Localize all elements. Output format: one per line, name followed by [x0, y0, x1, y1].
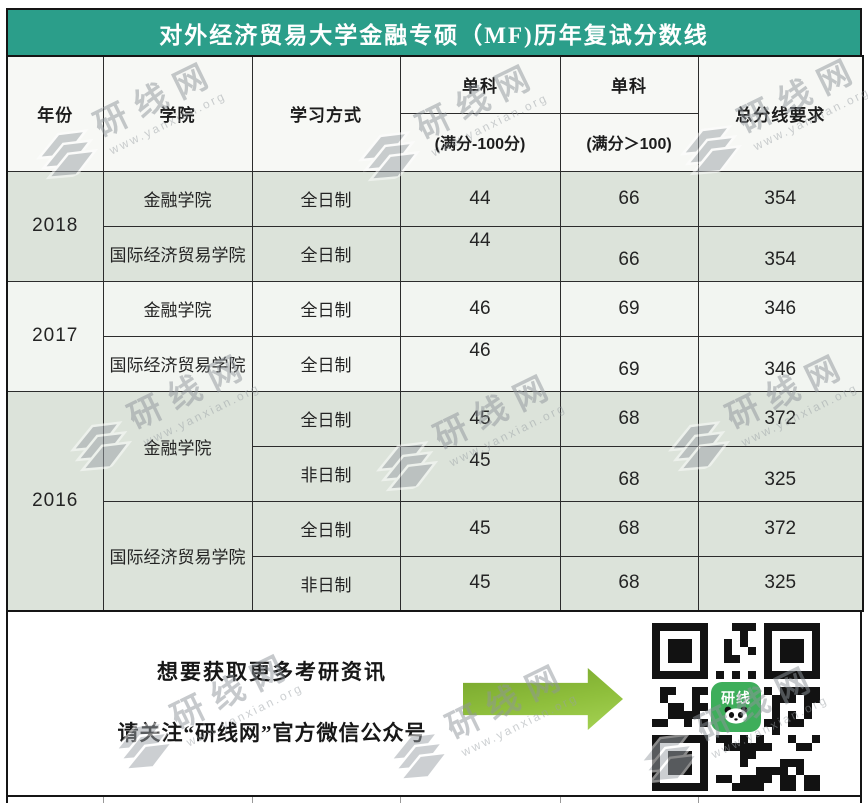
col-header-total-line: 总分线要求 [697, 55, 864, 172]
cell-score-100: 44 [399, 225, 561, 282]
cell-college: 国际经济贸易学院 [102, 335, 253, 392]
cell-score-100: 46 [399, 335, 561, 392]
cell-score-gt100: 66 [559, 225, 699, 282]
col-subheader-full-100: (满分-100分) [399, 112, 561, 172]
promo-text-block: 想要获取更多考研资讯 请关注“研线网”官方微信公众号 [16, 656, 528, 747]
cell-total-line: 325 [697, 555, 864, 612]
cell-college: 国际经济贸易学院 [102, 500, 253, 612]
qr-logo-text: 研线 [721, 689, 751, 706]
grid-line-stub [699, 797, 860, 803]
cell-study-mode: 非日制 [251, 555, 401, 612]
grid-line-stub [8, 797, 104, 803]
col-header-college: 学院 [102, 55, 253, 172]
cell-study-mode: 全日制 [251, 335, 401, 392]
col-header-single-subject-gt100: 单科 [559, 55, 699, 114]
cell-college: 国际经济贸易学院 [102, 225, 253, 282]
promo-line-1: 想要获取更多考研资讯 [157, 660, 387, 684]
cell-score-gt100: 69 [559, 335, 699, 392]
cell-score-100: 45 [399, 500, 561, 557]
cell-college: 金融学院 [102, 170, 253, 227]
grid-line-stub [104, 797, 253, 803]
col-subheader-gt-100: (满分＞100) [559, 112, 699, 172]
table-row: 国际经济贸易学院 全日制 44 66 354 [7, 225, 864, 282]
table-row: 2018 金融学院 全日制 44 66 354 [6, 170, 864, 282]
cell-study-mode: 全日制 [251, 500, 401, 557]
cell-score-100: 45 [399, 390, 561, 447]
cell-study-mode: 全日制 [251, 390, 401, 447]
grid-line-stub [401, 797, 561, 803]
footer-panel: 想要获取更多考研资讯 请关注“研线网”官方微信公众号 研线 [6, 612, 862, 797]
table-row: 2016 金融学院 全日制 45 68 372 [6, 390, 864, 612]
cell-score-100: 45 [399, 555, 561, 612]
cell-year: 2017 [6, 280, 104, 392]
cell-study-mode: 全日制 [251, 280, 401, 337]
col-header-year: 年份 [6, 55, 104, 172]
promo-line-2: 请关注“研线网”官方微信公众号 [117, 721, 427, 745]
page-title: 对外经济贸易大学金融专硕（MF)历年复试分数线 [159, 22, 709, 48]
qr-pattern [652, 623, 820, 791]
cell-study-mode: 全日制 [251, 170, 401, 227]
grid-line-stub [253, 797, 401, 803]
cell-score-gt100: 69 [559, 280, 699, 337]
cell-total-line: 346 [697, 280, 864, 337]
table-body: 2018 金融学院 全日制 44 66 354 国际经济贸易学院 全日制 44 66 354 2017… [6, 170, 864, 612]
table-row: 2017 金融学院 全日制 46 69 346 [6, 280, 864, 392]
cell-score-gt100: 68 [559, 555, 699, 612]
cell-score-100: 45 [399, 445, 561, 502]
table-row: 国际经济贸易学院 全日制 46 69 346 [7, 335, 864, 392]
cell-year: 2016 [6, 390, 104, 612]
cell-total-line: 354 [697, 225, 864, 282]
cell-total-line: 372 [697, 390, 864, 447]
cell-study-mode: 全日制 [251, 225, 401, 282]
cell-college: 金融学院 [102, 280, 253, 337]
table-continuation-stub [6, 797, 862, 803]
cell-study-mode: 非日制 [251, 445, 401, 502]
cell-score-gt100: 66 [559, 170, 699, 227]
scores-table: 年份 学院 学习方式 单科 单科 总分线要求 (满分-100分) (满分＞100… [6, 55, 864, 612]
qr-logo: 研线 [711, 682, 761, 732]
cell-score-100: 44 [399, 170, 561, 227]
cell-score-100: 46 [399, 280, 561, 337]
grid-line-stub [561, 797, 699, 803]
cell-college: 金融学院 [102, 390, 253, 502]
panda-icon [724, 706, 748, 724]
cell-total-line: 346 [697, 335, 864, 392]
cell-score-gt100: 68 [559, 445, 699, 502]
page-title-bar: 对外经济贸易大学金融专硕（MF)历年复试分数线 [6, 8, 862, 55]
cell-total-line: 354 [697, 170, 864, 227]
table-row: 国际经济贸易学院 全日制 45 68 372 [7, 500, 864, 612]
score-sheet: 对外经济贸易大学金融专硕（MF)历年复试分数线 年份 学院 学习方式 单科 单科… [6, 8, 864, 803]
cell-total-line: 372 [697, 500, 864, 557]
cell-score-gt100: 68 [559, 500, 699, 557]
cell-score-gt100: 68 [559, 390, 699, 447]
col-header-study-mode: 学习方式 [251, 55, 401, 172]
cell-year: 2018 [6, 170, 104, 282]
table-header: 年份 学院 学习方式 单科 单科 总分线要求 (满分-100分) (满分＞100… [6, 55, 864, 172]
qr-code: 研线 [652, 623, 820, 791]
col-header-single-subject-100: 单科 [399, 55, 561, 114]
cell-total-line: 325 [697, 445, 864, 502]
